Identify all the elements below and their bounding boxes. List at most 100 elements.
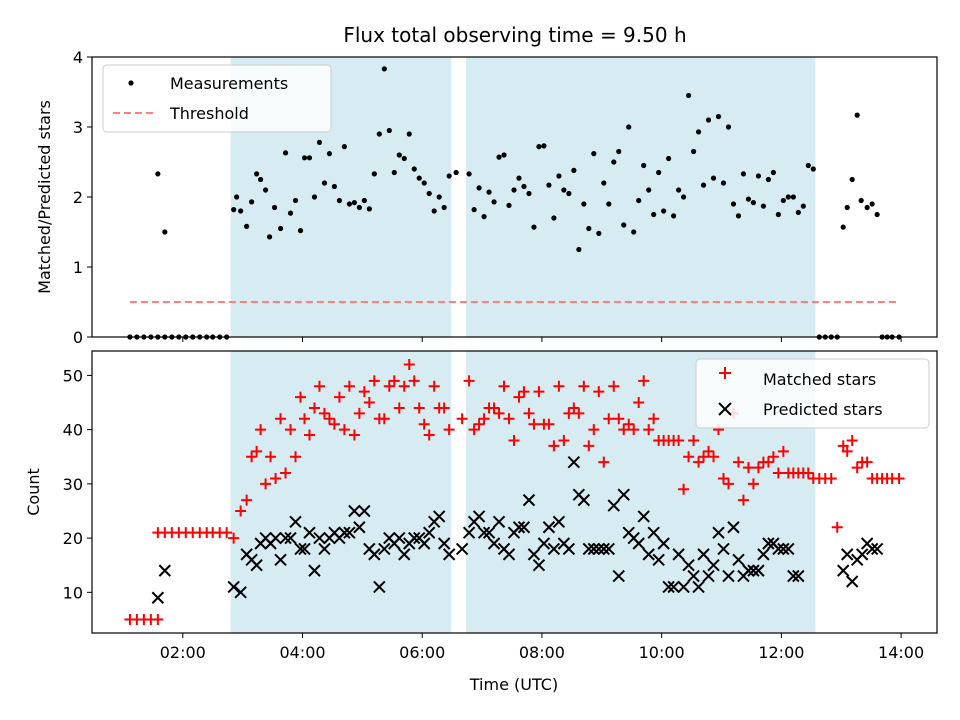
matched-star-marker (608, 380, 620, 392)
measurement-point (306, 155, 313, 161)
measurement-point (386, 127, 392, 134)
legend-label-measurements: Measurements (170, 74, 288, 93)
measurement-point (426, 190, 432, 197)
y-tick-label: 20 (63, 529, 83, 548)
predicted-star-marker (692, 580, 705, 594)
predicted-star-marker (757, 548, 770, 561)
measurement-point (441, 204, 447, 211)
predicted-star-marker (702, 569, 715, 583)
measurement-point (705, 117, 712, 123)
shaded-interval (466, 57, 816, 337)
matched-star-marker (488, 402, 500, 414)
measurement-point (231, 207, 237, 213)
measurement-point (616, 148, 622, 155)
predicted-star-marker (378, 542, 391, 556)
measurement-point (262, 187, 269, 193)
matched-star-marker (265, 451, 277, 463)
x-axis-label: Time (UTC) (469, 675, 558, 694)
legend-label-matched-stars: Matched stars (763, 370, 876, 389)
measurement-point (646, 187, 652, 193)
matched-star-marker (333, 391, 345, 403)
matched-star-marker (343, 380, 355, 392)
predicted-star-marker (298, 542, 311, 556)
chart-title: Flux total observing time = 9.50 h (343, 23, 686, 47)
measurement-point (631, 229, 637, 235)
predicted-star-marker (597, 542, 610, 556)
predicted-star-marker (837, 564, 850, 577)
matched-star-marker (348, 429, 360, 441)
measurement-point (551, 215, 557, 221)
x-tick-label: 12:00 (758, 643, 804, 662)
matched-star-marker (285, 424, 297, 436)
measurement-point (446, 173, 452, 179)
matched-star-marker (378, 413, 390, 425)
x-tick-label: 02:00 (160, 643, 206, 662)
matched-star-marker (528, 418, 540, 430)
measurement-point (351, 200, 357, 206)
predicted-star-marker (442, 548, 456, 561)
measurement-point (854, 112, 860, 118)
measurement-point (740, 171, 747, 177)
y-tick-label: 50 (63, 366, 83, 385)
matched-star-marker (831, 521, 843, 533)
matched-star-marker (747, 478, 759, 490)
predicted-star-marker (542, 521, 556, 534)
predicted-star-marker (284, 531, 297, 545)
matched-star-marker (368, 375, 380, 387)
predicted-star-marker (657, 537, 670, 550)
matched-star-marker (290, 451, 302, 463)
measurement-point (581, 201, 587, 207)
measurement-point (162, 229, 168, 235)
measurement-point (266, 234, 273, 240)
measurement-point (636, 197, 642, 204)
measurement-point (341, 144, 348, 150)
measurement-point (715, 113, 722, 120)
measurement-point (546, 182, 552, 188)
matched-star-marker (548, 440, 560, 452)
matched-star-marker (328, 418, 340, 430)
x-tick-label: 08:00 (519, 643, 565, 662)
matched-star-marker (393, 402, 405, 414)
matched-star-marker (418, 418, 430, 430)
measurement-point (800, 203, 806, 209)
matched-star-marker (473, 418, 485, 430)
measurement-point (366, 206, 372, 212)
predicted-star-marker (492, 515, 506, 529)
predicted-star-marker (393, 531, 406, 545)
matched-star-marker (398, 380, 410, 392)
measurement-point (346, 201, 352, 207)
measurement-point (326, 151, 333, 157)
matched-star-marker (777, 445, 789, 457)
matched-star-marker (478, 413, 490, 425)
predicted-star-marker (527, 548, 541, 561)
matched-star-marker (428, 380, 440, 392)
predicted-star-marker (512, 521, 526, 534)
predicted-star-marker (637, 510, 650, 523)
matched-star-marker (648, 413, 660, 425)
predicted-star-marker (547, 542, 561, 556)
x-tick-label: 04:00 (279, 643, 325, 662)
legend-marker-predicted-stars (718, 402, 732, 416)
measurement-point (790, 194, 796, 200)
matched-star-marker (618, 424, 630, 436)
measurement-point (676, 187, 682, 193)
measurement-point (840, 224, 846, 230)
matched-star-marker (578, 380, 590, 392)
measurement-point (238, 208, 244, 214)
predicted-star-marker (227, 580, 240, 594)
matched-star-marker (338, 424, 350, 436)
measurement-point (641, 162, 647, 169)
bottom-data-marks (124, 359, 905, 625)
predicted-star-marker (752, 564, 765, 577)
measurement-point (331, 183, 338, 190)
predicted-star-marker (772, 542, 785, 556)
measurement-point (254, 171, 260, 177)
predicted-star-marker (687, 569, 700, 583)
measurement-point (292, 197, 299, 204)
matched-star-marker (762, 456, 774, 468)
top-x-ticks (182, 337, 902, 342)
bottom-panel: 10 20 30 40 50 02:00 04:00 06:00 08:00 10:00 12:0… (24, 350, 938, 694)
predicted-star-marker (532, 559, 546, 572)
measurement-point (336, 197, 343, 204)
measurement-point (858, 197, 864, 204)
